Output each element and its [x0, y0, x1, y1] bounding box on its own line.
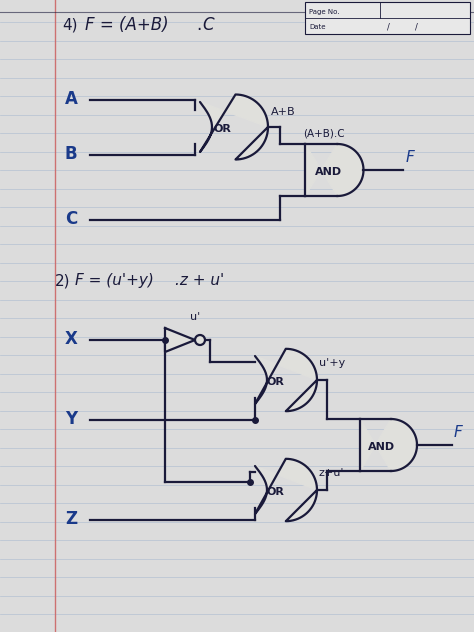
Text: 2): 2): [55, 273, 71, 288]
Text: .: .: [196, 16, 201, 34]
Text: Z: Z: [65, 510, 77, 528]
Text: F: F: [405, 150, 414, 165]
Text: A+B: A+B: [271, 107, 296, 117]
Text: AND: AND: [315, 167, 342, 177]
Text: /: /: [387, 22, 390, 31]
Text: Date: Date: [309, 24, 326, 30]
Text: u': u': [190, 312, 200, 322]
Text: Y: Y: [65, 410, 77, 428]
Text: C: C: [65, 210, 77, 228]
Text: OR: OR: [214, 124, 232, 134]
Text: /: /: [415, 22, 418, 31]
Text: OR: OR: [267, 377, 285, 387]
Text: .z + u': .z + u': [175, 273, 224, 288]
FancyBboxPatch shape: [305, 2, 470, 34]
Text: F = (u'+y): F = (u'+y): [75, 273, 154, 288]
Polygon shape: [255, 459, 317, 521]
Text: X: X: [65, 330, 78, 348]
Text: 4): 4): [62, 18, 78, 33]
Text: F: F: [454, 425, 463, 440]
Polygon shape: [305, 144, 364, 196]
Polygon shape: [360, 419, 417, 471]
Polygon shape: [200, 95, 268, 159]
Text: u'+y: u'+y: [319, 358, 345, 368]
Text: (A+B).C: (A+B).C: [303, 128, 345, 138]
Text: Page No.: Page No.: [309, 9, 339, 15]
Circle shape: [195, 335, 205, 345]
Text: AND: AND: [368, 442, 395, 452]
Text: C: C: [202, 16, 214, 34]
Text: z+u': z+u': [319, 468, 345, 478]
Text: OR: OR: [267, 487, 285, 497]
Text: B: B: [65, 145, 78, 163]
Text: F = (A+B): F = (A+B): [85, 16, 169, 34]
Polygon shape: [255, 349, 317, 411]
Polygon shape: [165, 328, 195, 352]
Text: A: A: [65, 90, 78, 108]
